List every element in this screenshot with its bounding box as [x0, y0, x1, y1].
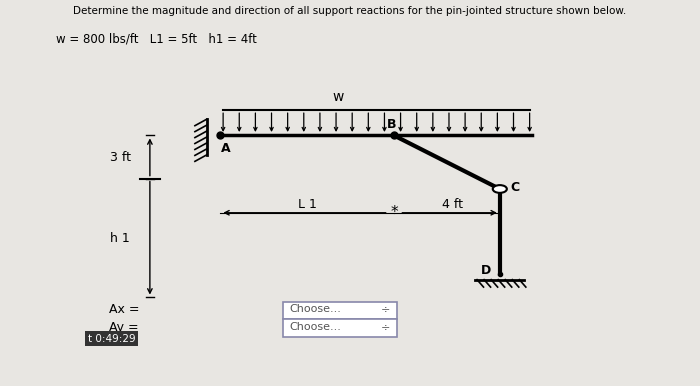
- Text: Choose...: Choose...: [290, 322, 342, 332]
- FancyBboxPatch shape: [283, 301, 397, 319]
- Text: *: *: [390, 205, 398, 220]
- Text: D: D: [481, 264, 491, 277]
- Text: A: A: [221, 142, 231, 155]
- Text: ÷: ÷: [381, 322, 390, 332]
- Text: Determine the magnitude and direction of all support reactions for the pin-joint: Determine the magnitude and direction of…: [74, 6, 626, 16]
- Text: 3 ft: 3 ft: [110, 151, 131, 164]
- Text: h 1: h 1: [110, 232, 130, 244]
- Text: Choose...: Choose...: [290, 304, 342, 314]
- FancyBboxPatch shape: [283, 320, 397, 337]
- Text: L 1: L 1: [298, 198, 316, 211]
- Text: Ax =: Ax =: [109, 303, 140, 316]
- Text: B: B: [386, 118, 396, 131]
- Text: w = 800 lbs/ft   L1 = 5ft   h1 = 4ft: w = 800 lbs/ft L1 = 5ft h1 = 4ft: [56, 33, 257, 46]
- Text: 4 ft: 4 ft: [442, 198, 463, 211]
- Circle shape: [493, 185, 507, 193]
- Text: ÷: ÷: [381, 304, 390, 314]
- Text: w: w: [332, 90, 344, 104]
- Text: Ay =: Ay =: [109, 321, 139, 334]
- Text: t 0:49:29: t 0:49:29: [88, 334, 135, 344]
- Text: C: C: [510, 181, 519, 194]
